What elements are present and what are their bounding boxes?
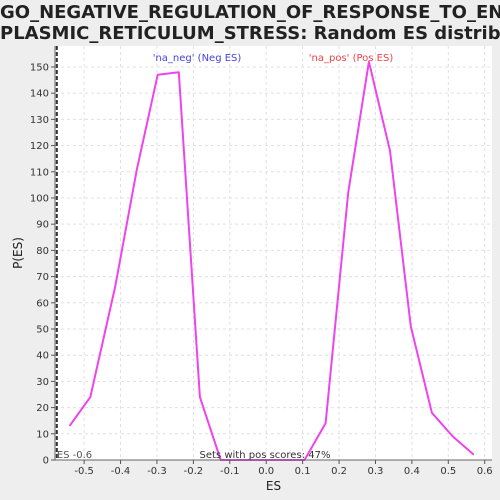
y-tick-label: 60 (36, 298, 49, 309)
y-tick-label: 40 (36, 351, 49, 362)
x-tick-label: 0.5 (440, 466, 456, 477)
x-axis-label: ES (266, 479, 281, 493)
y-axis-label: P(ES) (11, 237, 25, 269)
grid-lines (55, 46, 492, 461)
x-tick-label: 0.0 (258, 466, 274, 477)
x-tick-label: 0.1 (295, 466, 311, 477)
title-line-1: GO_NEGATIVE_REGULATION_OF_RESPONSE_TO_EN… (0, 2, 500, 23)
y-tick-label: 110 (30, 167, 49, 178)
x-tick-label: -0.2 (184, 466, 204, 477)
x-tick-label: -0.4 (111, 466, 131, 477)
y-tick-label: 10 (36, 429, 49, 440)
y-tick-label: 140 (30, 89, 49, 100)
plot-area (55, 46, 492, 460)
x-tick-label: 0.2 (331, 466, 347, 477)
y-tick-label: 90 (36, 220, 49, 231)
x-tick-label: -0.5 (74, 466, 94, 477)
x-ticks: -0.5 -0.4 -0.3 -0.2 -0.1 0.0 0.1 0.2 0.3 0.4 0.5 0.… (74, 460, 493, 477)
x-tick-label: -0.3 (147, 466, 167, 477)
y-tick-label: 130 (30, 115, 49, 126)
y-tick-label: 70 (36, 272, 49, 283)
y-tick-label: 30 (36, 377, 49, 388)
x-tick-label: 0.4 (404, 466, 420, 477)
y-tick-label: 0 (43, 456, 49, 467)
pos-scores-text: Sets with pos scores: 47% (200, 450, 331, 461)
y-ticks: 0 10 20 30 40 50 60 70 80 90 100 110 120 130 140 150 (30, 62, 55, 467)
x-tick-label: 0.6 (477, 466, 493, 477)
y-tick-label: 120 (30, 141, 49, 152)
y-tick-label: 100 (30, 193, 49, 204)
x-tick-label: 0.3 (368, 466, 384, 477)
pos-es-label: 'na_pos' (Pos ES) (309, 53, 394, 64)
title-line-2: PLASMIC_RETICULUM_STRESS: Random ES dist… (0, 23, 500, 44)
chart-title: GO_NEGATIVE_REGULATION_OF_RESPONSE_TO_EN… (0, 2, 500, 44)
y-tick-label: 20 (36, 403, 49, 414)
x-tick-label: -0.1 (220, 466, 240, 477)
y-tick-label: 50 (36, 324, 49, 335)
es-marker-label: ES -0.6 (57, 450, 92, 461)
y-tick-label: 80 (36, 246, 49, 257)
neg-es-label: 'na_neg' (Neg ES) (153, 53, 242, 64)
y-tick-label: 150 (30, 62, 49, 73)
